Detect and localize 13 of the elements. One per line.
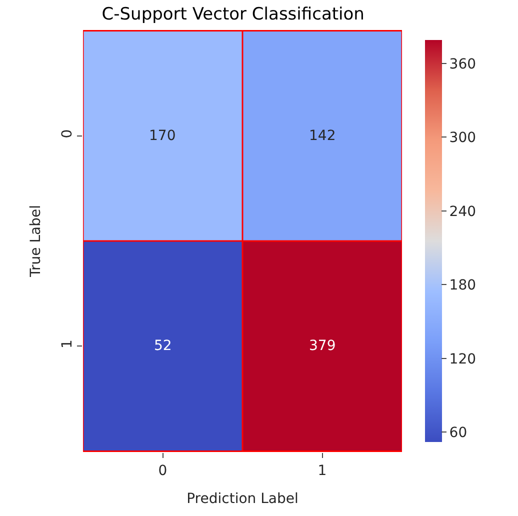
color-bar-label: 240	[449, 204, 476, 220]
color-bar-label: 360	[449, 56, 476, 72]
color-bar-label: 300	[449, 130, 476, 146]
x-axis-title: Prediction Label	[186, 491, 298, 508]
color-bar-label: 120	[449, 351, 476, 368]
data-label: 379	[309, 338, 336, 354]
data-label: 52	[154, 338, 172, 354]
data-label: 170	[149, 128, 176, 144]
data-label: 142	[309, 128, 336, 144]
color-bar-label: 180	[449, 278, 476, 294]
chart-title: C-Support Vector Classification	[102, 4, 364, 25]
color-bar-label: 60	[449, 425, 468, 442]
y-axis-title: True Label	[28, 205, 44, 278]
